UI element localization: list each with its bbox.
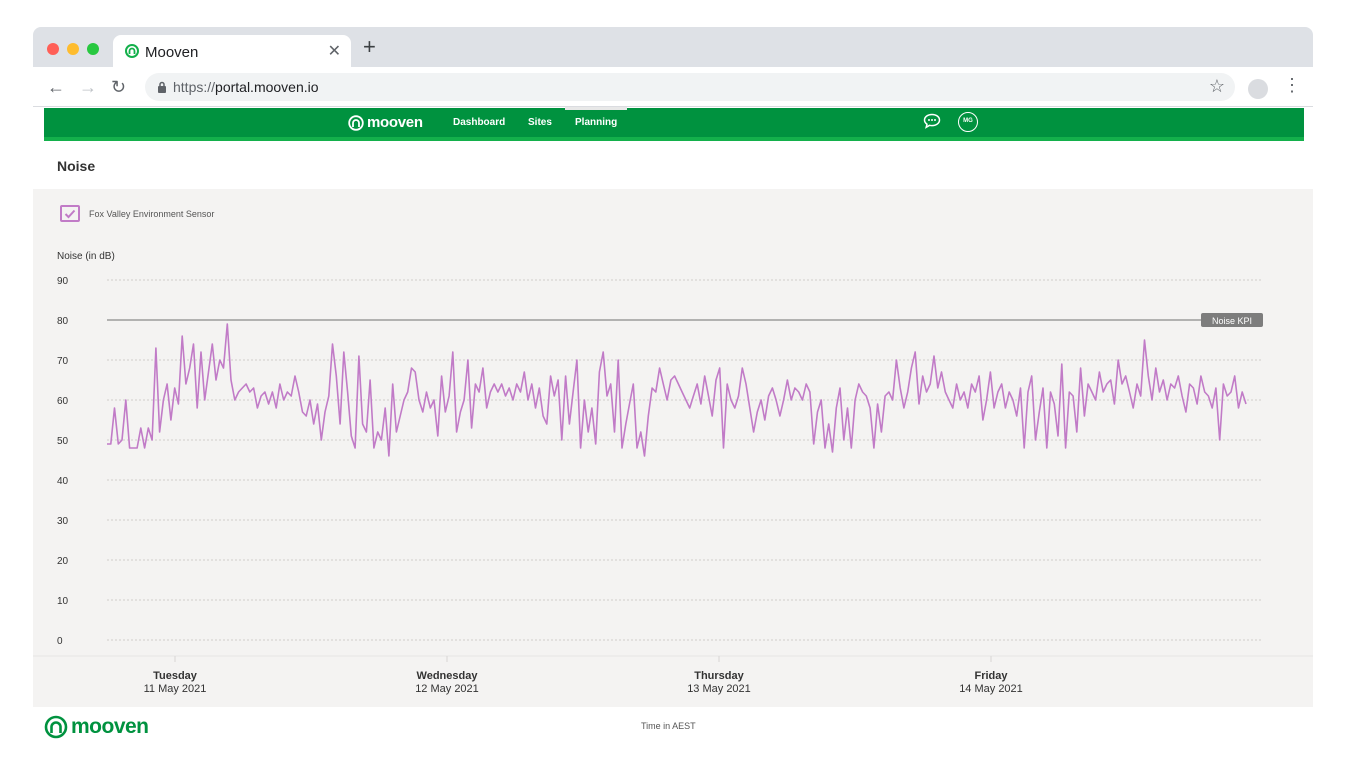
x-tick-day-0: Tuesday [153,670,198,682]
url-text: https://portal.mooven.io [173,79,319,95]
browser-menu-icon[interactable]: ⋮ [1283,75,1301,95]
app-navbar: mooven Dashboard Sites Planning MG [44,107,1304,141]
browser-window: Mooven ✕ + ← → ↻ https://portal.mooven.i… [33,27,1313,707]
app-logo[interactable]: mooven [348,114,423,131]
chart-legend: Fox Valley Environment Sensor [60,205,214,222]
noise-kpi-label: Noise KPI [1212,316,1252,326]
browser-toolbar: ← → ↻ https://portal.mooven.io ☆ ⋮ [33,67,1313,107]
noise-kpi-badge [1201,313,1263,327]
nav-sites[interactable]: Sites [528,117,552,128]
footer-logo: mooven [44,715,149,739]
profile-avatar[interactable] [1248,79,1268,99]
lock-icon [158,81,166,93]
y-tick-label: 20 [57,556,69,567]
tab-title: Mooven [145,44,199,61]
close-tab-icon[interactable]: ✕ [327,43,341,60]
x-tick-date-3: 14 May 2021 [959,683,1023,695]
x-tick-day-1: Wednesday [417,670,479,682]
y-tick-label: 50 [57,436,69,447]
sensor-toggle-checkbox[interactable] [60,205,80,222]
mooven-logo-icon [348,114,364,131]
back-icon[interactable]: ← [47,77,65,97]
app-logo-text: mooven [367,114,423,131]
page-title: Noise [57,158,96,174]
timezone-note: Time in AEST [641,721,696,731]
new-tab-icon[interactable]: + [363,34,376,59]
chart-panel: Fox Valley Environment Sensor Noise (in … [33,189,1313,707]
user-avatar[interactable]: MG [958,112,978,132]
nav-planning[interactable]: Planning [564,107,628,128]
y-tick-label: 30 [57,516,69,527]
nav-dashboard[interactable]: Dashboard [453,117,506,128]
noise-line-chart: Noise (in dB)0102030405060708090Tuesday1… [33,251,1313,695]
y-tick-label: 70 [57,356,69,367]
tab-strip: Mooven ✕ + [33,27,1313,67]
x-tick-day-2: Thursday [694,670,744,682]
forward-icon[interactable]: → [79,77,97,97]
y-tick-label: 80 [57,316,69,327]
mooven-favicon-icon [125,44,139,58]
x-tick-date-1: 12 May 2021 [415,683,479,695]
series-line-0 [107,323,1247,457]
address-bar[interactable]: https://portal.mooven.io ☆ [145,73,1235,101]
reload-icon[interactable]: ↻ [111,77,127,97]
legend-label: Fox Valley Environment Sensor [89,208,215,219]
x-tick-day-3: Friday [974,670,1008,682]
browser-tab[interactable]: Mooven ✕ [113,35,351,67]
x-tick-date-2: 13 May 2021 [687,683,751,695]
y-tick-label: 90 [57,276,69,287]
x-tick-date-0: 11 May 2021 [144,683,207,695]
mooven-footer-logo-icon [44,715,68,739]
y-tick-label: 10 [57,596,69,607]
bookmark-star-icon[interactable]: ☆ [1208,76,1225,96]
minimize-window-button[interactable] [67,43,79,55]
checkmark-icon [64,209,76,218]
close-window-button[interactable] [47,43,59,55]
chat-icon[interactable] [923,113,941,129]
maximize-window-button[interactable] [87,43,99,55]
y-tick-label: 0 [57,636,63,647]
y-axis-title: Noise (in dB) [57,251,115,262]
footer-logo-text: mooven [71,715,149,738]
y-tick-label: 40 [57,476,69,487]
y-tick-label: 60 [57,396,69,407]
